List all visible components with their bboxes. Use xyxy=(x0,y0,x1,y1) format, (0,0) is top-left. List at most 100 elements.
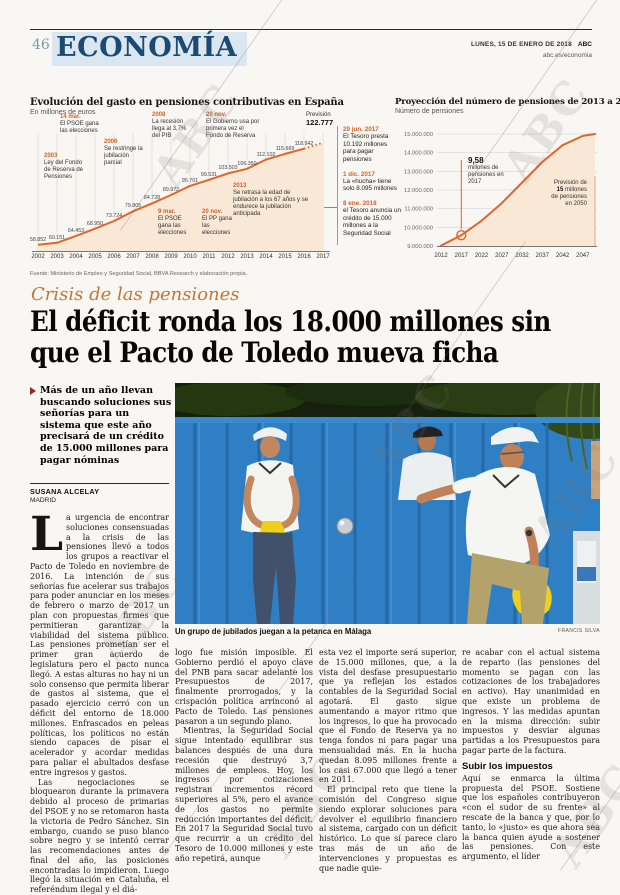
value-label: 79.805 xyxy=(124,203,142,209)
x-tick-label: 2007 xyxy=(126,254,140,260)
byline-city: MADRID xyxy=(30,497,57,504)
timeline-text: La «hucha» tiene solo 8.095 millones xyxy=(343,177,397,193)
kicker: Crisis de las pensiones xyxy=(31,284,240,305)
article-column-2: logo fue misión imposible. El Gobierno p… xyxy=(175,648,313,863)
annotation-text: de pensiones xyxy=(551,194,587,201)
timeline-item: 1 dic. 2017 La «hucha» tiene solo 8.095 m… xyxy=(343,171,401,193)
svg-text:2047: 2047 xyxy=(576,253,590,259)
paragraph: esta vez el importe será superior, de 15… xyxy=(319,648,457,785)
lede: Más de un año llevan buscando soluciones… xyxy=(30,385,172,466)
svg-text:10.000.000: 10.000.000 xyxy=(404,225,433,231)
value-label: 58.852 xyxy=(29,237,47,243)
annotation-date: 20 nov. xyxy=(206,112,227,118)
right-chart-title: Proyección del número de pensiones de 20… xyxy=(395,97,620,107)
annotation-2006: 2006 Se restringe la jubilación parcial xyxy=(104,139,144,167)
right-chart-subtitle: Número de pensiones xyxy=(395,108,464,115)
photo-credit: FRANCIS SILVA xyxy=(558,628,600,634)
value-label: 95.701 xyxy=(181,178,199,184)
timeline-date: 1 dic. 2017 xyxy=(343,170,375,178)
value-label: 118.942 xyxy=(294,141,314,147)
annotation-text: El PP gana las elecciones xyxy=(202,216,232,237)
paragraph: re acabar con el actual sistema de repar… xyxy=(462,648,600,755)
x-tick-label: 2011 xyxy=(202,254,216,260)
svg-text:13.000.000: 13.000.000 xyxy=(404,169,433,175)
x-tick-label: 2012 xyxy=(221,254,235,260)
annotation-value: 15 xyxy=(556,187,564,194)
annotation-text: Ley del Fondo de Reserva de Pensiones xyxy=(44,160,84,181)
svg-text:9.000.000: 9.000.000 xyxy=(407,244,433,250)
prevision-word: Previsión xyxy=(306,112,331,118)
site-url: abc.es/economia xyxy=(542,52,592,59)
header-date-row: LUNES, 15 DE ENERO DE 2018 ABC xyxy=(471,33,592,51)
left-chart-plot: 58.852 60.151 64.453 68.950 73.724 79.805 84.7… xyxy=(30,119,332,265)
svg-text:2012: 2012 xyxy=(434,253,448,259)
annotation-value: 9,58 xyxy=(468,156,484,165)
headline-line2: que el Pacto de Toledo mueva ficha xyxy=(30,336,499,369)
annotation-date: 2013 xyxy=(233,183,247,189)
annotation-text: Previsión de xyxy=(553,180,587,186)
value-label: 112.102 xyxy=(256,152,276,158)
prevision-label: Previsión 122.777 xyxy=(306,112,354,127)
brand-text: ABC xyxy=(577,41,592,48)
annotation-958: 9,58 millones de pensiones en 2017 xyxy=(468,156,516,186)
annotation-2050: Previsión de 15 millones de pensiones en… xyxy=(511,180,587,208)
timeline-connector xyxy=(324,207,337,208)
annotation-20nov-bottom: 20 nov. El PP gana las elecciones xyxy=(202,209,236,237)
x-tick-label: 2015 xyxy=(278,254,292,260)
value-label: 106.350 xyxy=(237,161,257,167)
value-label: 103.503 xyxy=(218,165,238,171)
svg-text:11.000.000: 11.000.000 xyxy=(404,207,433,213)
photo-illustration xyxy=(175,383,600,624)
paragraph: El principal reto que tiene la comisión … xyxy=(319,785,457,873)
svg-text:14.000.000: 14.000.000 xyxy=(404,151,433,157)
x-tick-label: 2002 xyxy=(31,254,45,260)
subhead: Subir los impuestos xyxy=(462,760,553,772)
annotation-9mar: 9 mar. El PSOE gana las elecciones xyxy=(158,209,192,237)
annotation-date: 20 nov. xyxy=(202,209,223,215)
annotation-text: El Gobierno usa por primera vez el Fondo… xyxy=(206,119,260,140)
timeline-date: 8 ene. 2018 xyxy=(343,200,377,208)
annotation-text: millones de pensiones en 2017 xyxy=(468,165,504,186)
header-dateline: LUNES, 15 DE ENERO DE 2018 ABC abc.es/eco… xyxy=(471,33,592,59)
value-label: 99.531 xyxy=(200,172,218,178)
byline-author: SUSANA ALCELAY xyxy=(30,487,100,496)
article-column-4: re acabar con el actual sistema de repar… xyxy=(462,648,600,861)
paragraph: Mientras, la Seguridad Social sigue inte… xyxy=(175,726,313,863)
annotation-2008: 2008 La recesión llega al 3,7% del PIB xyxy=(152,112,192,140)
annotation-date: 2008 xyxy=(152,112,166,118)
value-label: 64.453 xyxy=(67,228,85,234)
timeline-item: 29 jun. 2017 El Tesoro presta 10.192 mill… xyxy=(343,126,401,164)
left-chart-subtitle: En millones de euros xyxy=(30,109,96,116)
annotation-2003: 2003 Ley del Fondo de Reserva de Pensione… xyxy=(44,153,84,181)
annotation-date: 2003 xyxy=(44,153,58,159)
left-chart-title: Evolución del gasto en pensiones contrib… xyxy=(30,97,344,108)
byline-block: SUSANA ALCELAY MADRID xyxy=(30,483,169,504)
header-rule xyxy=(30,29,592,30)
x-tick-label: 2013 xyxy=(240,254,254,260)
svg-text:15.000.000: 15.000.000 xyxy=(404,132,433,138)
paragraph-text: a urgencia de encontrar soluciones conse… xyxy=(30,513,169,777)
x-tick-label: 2014 xyxy=(259,254,273,260)
value-label: 73.724 xyxy=(105,213,123,219)
annotation-20nov-top: 20 nov. El Gobierno usa por primera vez e… xyxy=(206,112,260,140)
value-label: 115.669 xyxy=(275,146,295,152)
x-tick-label: 2016 xyxy=(297,254,311,260)
timeline-item: 8 ene. 2018 el Tesoro anuncia un crédito … xyxy=(343,200,401,238)
annotation-date: 9 mar. xyxy=(158,209,176,215)
chart-source: Fuente: Ministerio de Empleo y Seguridad… xyxy=(30,271,248,277)
x-tick-label: 2010 xyxy=(183,254,197,260)
annotation-text: La recesión llega al 3,7% del PIB xyxy=(152,119,187,140)
events-timeline: 29 jun. 2017 El Tesoro presta 10.192 mill… xyxy=(337,126,401,245)
right-chart-svg: 15.000.000 14.000.000 13.000.000 12.000.000… xyxy=(404,132,597,259)
annotation-text: Se retrasa la edad de jubilación a los 6… xyxy=(233,190,309,218)
svg-text:2042: 2042 xyxy=(556,253,570,259)
lede-text: Más de un año llevan buscando soluciones… xyxy=(40,385,172,466)
svg-text:2037: 2037 xyxy=(536,253,550,259)
paragraph: logo fue misión imposible. El Gobierno p… xyxy=(175,648,313,726)
annotation-text: Se restringe la jubilación parcial xyxy=(104,146,143,167)
value-label: 84.728 xyxy=(143,195,161,201)
svg-text:2032: 2032 xyxy=(515,253,529,259)
x-tick-label: 2005 xyxy=(88,254,102,260)
